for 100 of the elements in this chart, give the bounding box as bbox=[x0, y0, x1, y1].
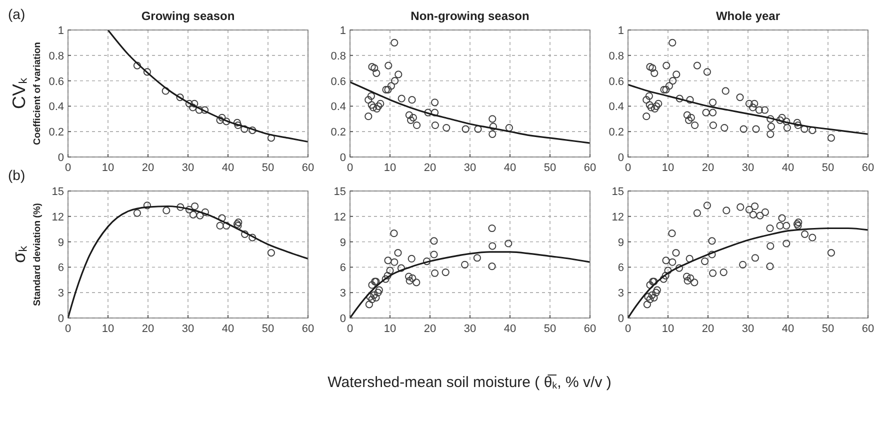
point bbox=[794, 222, 802, 230]
point bbox=[370, 64, 378, 72]
point bbox=[720, 124, 728, 132]
point bbox=[761, 208, 769, 216]
y-tick-label: 0.4 bbox=[608, 101, 624, 114]
point bbox=[398, 94, 406, 102]
line-series bbox=[350, 81, 590, 144]
point bbox=[162, 206, 170, 214]
point bbox=[668, 38, 676, 46]
y-tick-label: 3 bbox=[340, 288, 346, 300]
text: σₖ bbox=[9, 244, 29, 264]
y-tick-label: 0.6 bbox=[48, 76, 64, 88]
point bbox=[382, 275, 390, 283]
point bbox=[488, 262, 496, 270]
point bbox=[413, 121, 421, 130]
point bbox=[189, 210, 197, 219]
point bbox=[195, 106, 203, 114]
point bbox=[489, 122, 497, 130]
y-tick-label: 3 bbox=[618, 288, 624, 300]
point bbox=[488, 115, 496, 123]
point bbox=[394, 249, 402, 257]
point bbox=[408, 96, 416, 104]
y-tick-label: 0.4 bbox=[330, 101, 346, 114]
point bbox=[701, 257, 709, 266]
point bbox=[488, 242, 496, 250]
point bbox=[370, 291, 378, 299]
point bbox=[691, 121, 699, 130]
point bbox=[665, 82, 673, 90]
point bbox=[693, 209, 701, 217]
point bbox=[767, 122, 775, 130]
y-tick-label: 0 bbox=[340, 313, 346, 325]
point bbox=[646, 296, 654, 304]
x-tick-label: 10 bbox=[384, 323, 396, 335]
x-tick-label: 20 bbox=[702, 323, 714, 335]
point bbox=[372, 294, 380, 302]
point bbox=[709, 269, 717, 277]
point bbox=[201, 106, 209, 114]
point bbox=[647, 104, 655, 112]
point bbox=[646, 63, 654, 71]
point bbox=[442, 124, 450, 132]
chart-title: Growing season bbox=[141, 9, 235, 23]
point bbox=[462, 125, 470, 133]
point bbox=[683, 272, 691, 280]
point bbox=[690, 278, 698, 286]
point bbox=[669, 77, 677, 85]
point bbox=[394, 70, 402, 78]
x-tick-label: 10 bbox=[662, 162, 674, 174]
x-tick-label: 10 bbox=[102, 323, 114, 335]
point bbox=[391, 77, 399, 85]
point bbox=[702, 108, 710, 116]
point bbox=[364, 112, 372, 120]
y-tick-label: 0 bbox=[618, 152, 624, 164]
x-tick-label: 10 bbox=[102, 162, 114, 174]
point bbox=[736, 94, 744, 102]
point bbox=[190, 100, 198, 108]
point bbox=[800, 125, 808, 133]
point bbox=[407, 116, 415, 124]
y-tick-label: 15 bbox=[612, 186, 624, 198]
point bbox=[648, 291, 656, 299]
point bbox=[766, 224, 774, 232]
x-tick-label: 60 bbox=[862, 323, 874, 335]
point bbox=[196, 212, 204, 220]
x-tick-label: 20 bbox=[702, 162, 714, 174]
point bbox=[761, 106, 769, 114]
point bbox=[676, 94, 684, 102]
y-tick-label: 1 bbox=[58, 25, 64, 37]
point bbox=[709, 108, 717, 116]
point bbox=[766, 262, 774, 270]
point bbox=[672, 249, 680, 257]
point bbox=[703, 202, 711, 210]
x-tick-label: 60 bbox=[862, 162, 874, 174]
point bbox=[390, 258, 398, 266]
point bbox=[240, 125, 248, 133]
point bbox=[216, 222, 224, 230]
y-tick-label: 3 bbox=[58, 288, 64, 300]
point bbox=[201, 208, 209, 216]
point bbox=[662, 256, 670, 264]
point bbox=[408, 254, 416, 263]
point bbox=[709, 121, 717, 130]
point bbox=[488, 224, 496, 232]
point bbox=[668, 258, 676, 266]
point bbox=[185, 206, 193, 214]
chart-title: Non-growing season bbox=[410, 9, 530, 23]
point bbox=[686, 96, 694, 104]
x-tick-label: 20 bbox=[424, 162, 436, 174]
point bbox=[372, 69, 380, 77]
point bbox=[648, 64, 656, 72]
y-tick-label: 0.2 bbox=[608, 126, 624, 139]
point bbox=[390, 38, 398, 46]
y-tick-label: 0.4 bbox=[48, 101, 64, 114]
point bbox=[430, 237, 438, 245]
point bbox=[708, 237, 716, 245]
point bbox=[369, 104, 377, 112]
x-tick-label: 30 bbox=[742, 323, 754, 335]
point bbox=[191, 202, 199, 210]
point bbox=[722, 206, 730, 214]
y-tick-label: 0.8 bbox=[608, 50, 624, 62]
point bbox=[176, 94, 184, 102]
point bbox=[442, 268, 450, 276]
x-tick-label: 40 bbox=[504, 162, 516, 174]
